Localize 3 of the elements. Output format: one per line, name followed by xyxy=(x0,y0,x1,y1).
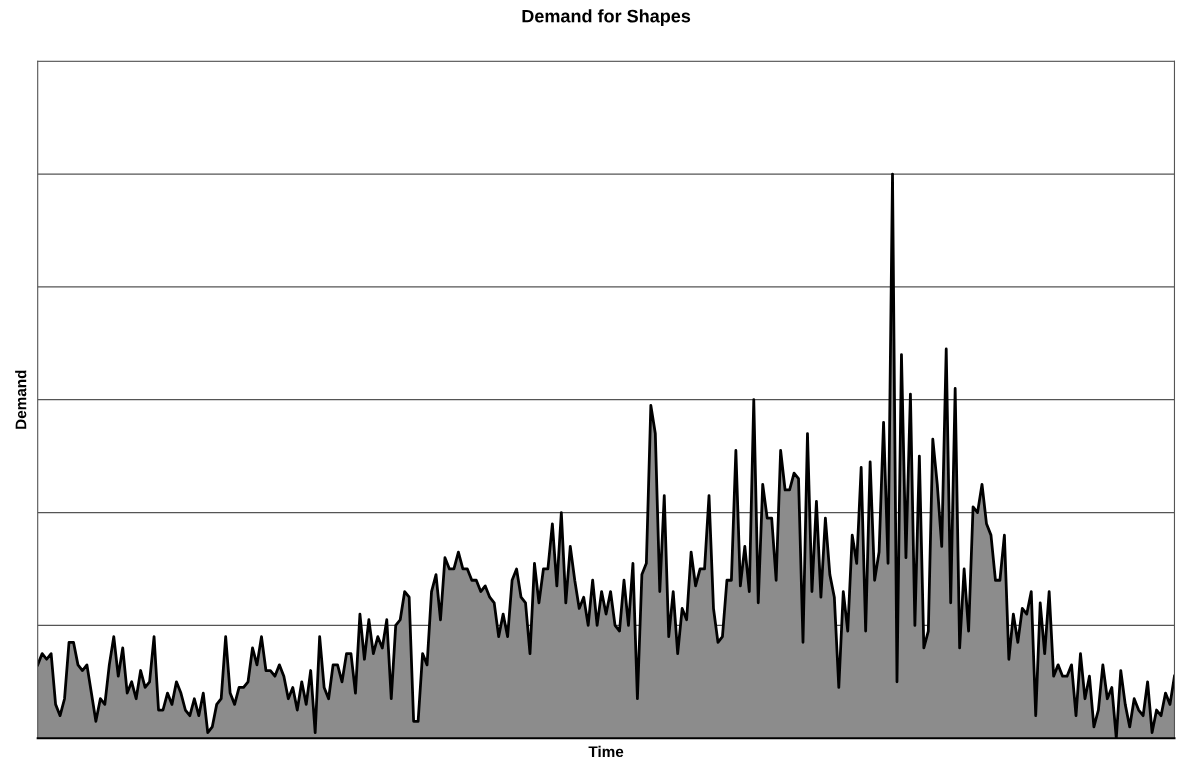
x-axis-title: Time xyxy=(588,745,624,758)
y-axis-title: Demand xyxy=(15,370,27,429)
chart-title: Demand for Shapes xyxy=(522,9,691,27)
